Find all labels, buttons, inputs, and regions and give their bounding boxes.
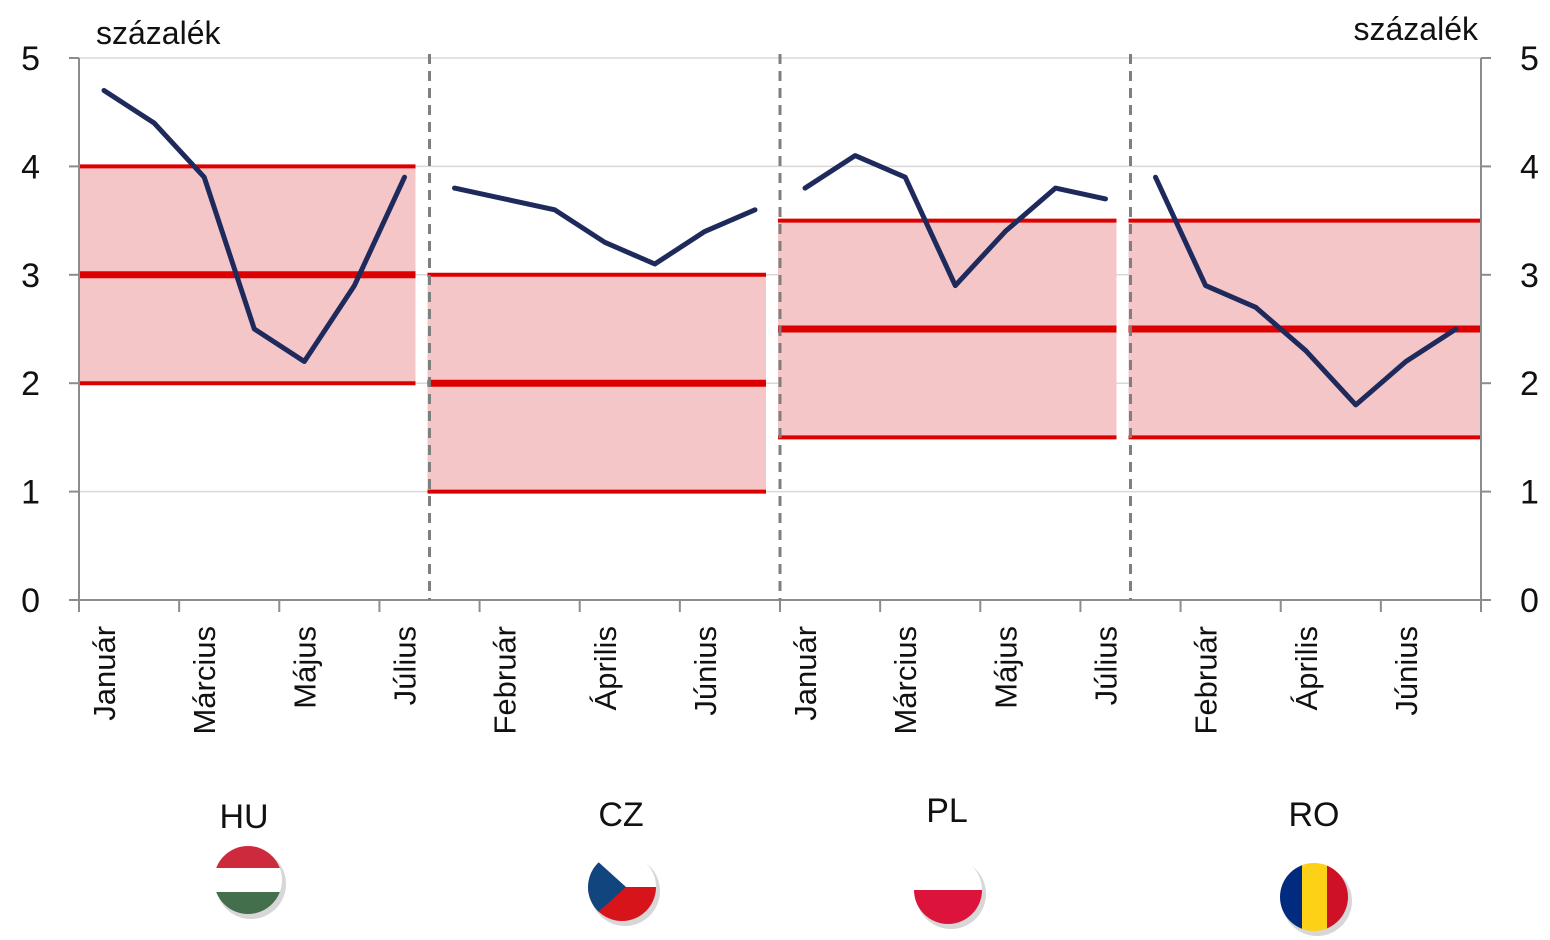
x-tick-label: Április xyxy=(588,626,623,710)
series-line-ro xyxy=(1153,174,1459,408)
y-tick-label-left: 5 xyxy=(21,40,40,78)
country-label-ro: RO xyxy=(1289,796,1340,834)
panel-separators xyxy=(428,54,1132,600)
hungary-flag-icon xyxy=(214,846,286,919)
y-tick-label-right: 3 xyxy=(1520,257,1539,295)
y-tick-label-left: 3 xyxy=(21,257,40,295)
x-tick-label: Április xyxy=(1289,626,1324,710)
x-tick-label: Február xyxy=(488,626,523,735)
y-tick-label-right: 2 xyxy=(1520,365,1539,403)
tick-labels: 0 0 1 1 2 2 3 3 4 4 5 5 Január Március Május Július Febr… xyxy=(21,40,1539,735)
y-tick-label-right: 5 xyxy=(1520,40,1539,78)
target-bands xyxy=(79,164,1481,494)
x-tick-label: Július xyxy=(388,626,423,705)
x-tick-label: Január xyxy=(87,626,122,721)
x-tick-label: Február xyxy=(1189,626,1224,735)
series-line-cz xyxy=(452,185,758,267)
x-tick-label: Március xyxy=(187,626,222,735)
x-tick-label: Május xyxy=(287,626,322,709)
x-tick-label: Május xyxy=(988,626,1023,709)
y-tick-label-left: 0 xyxy=(21,582,40,620)
y-tick-label-left: 1 xyxy=(21,474,40,512)
country-label-pl: PL xyxy=(926,792,968,830)
country-label-hu: HU xyxy=(219,798,268,836)
x-tick-label: Március xyxy=(888,626,923,735)
y-tick-label-right: 4 xyxy=(1520,148,1539,186)
series-line-pl xyxy=(802,153,1108,289)
series-lines xyxy=(101,88,1459,408)
y-tick-label-right: 0 xyxy=(1520,582,1539,620)
y-tick-label-left: 4 xyxy=(21,148,40,186)
y-tick-label-right: 1 xyxy=(1520,474,1539,512)
x-tick-label: Június xyxy=(688,626,723,716)
czech-flag-icon xyxy=(588,853,660,926)
poland-flag-icon xyxy=(914,856,986,929)
y-unit-right: százalék xyxy=(1354,11,1480,47)
x-tick-label: Július xyxy=(1089,626,1124,705)
y-tick-label-left: 2 xyxy=(21,365,40,403)
x-tick-label: Június xyxy=(1389,626,1424,716)
romania-flag-icon xyxy=(1280,863,1352,936)
series-line-hu xyxy=(101,88,407,364)
y-unit-left: százalék xyxy=(96,15,222,51)
country-label-cz: CZ xyxy=(598,796,643,834)
x-tick-label: Január xyxy=(788,626,823,721)
